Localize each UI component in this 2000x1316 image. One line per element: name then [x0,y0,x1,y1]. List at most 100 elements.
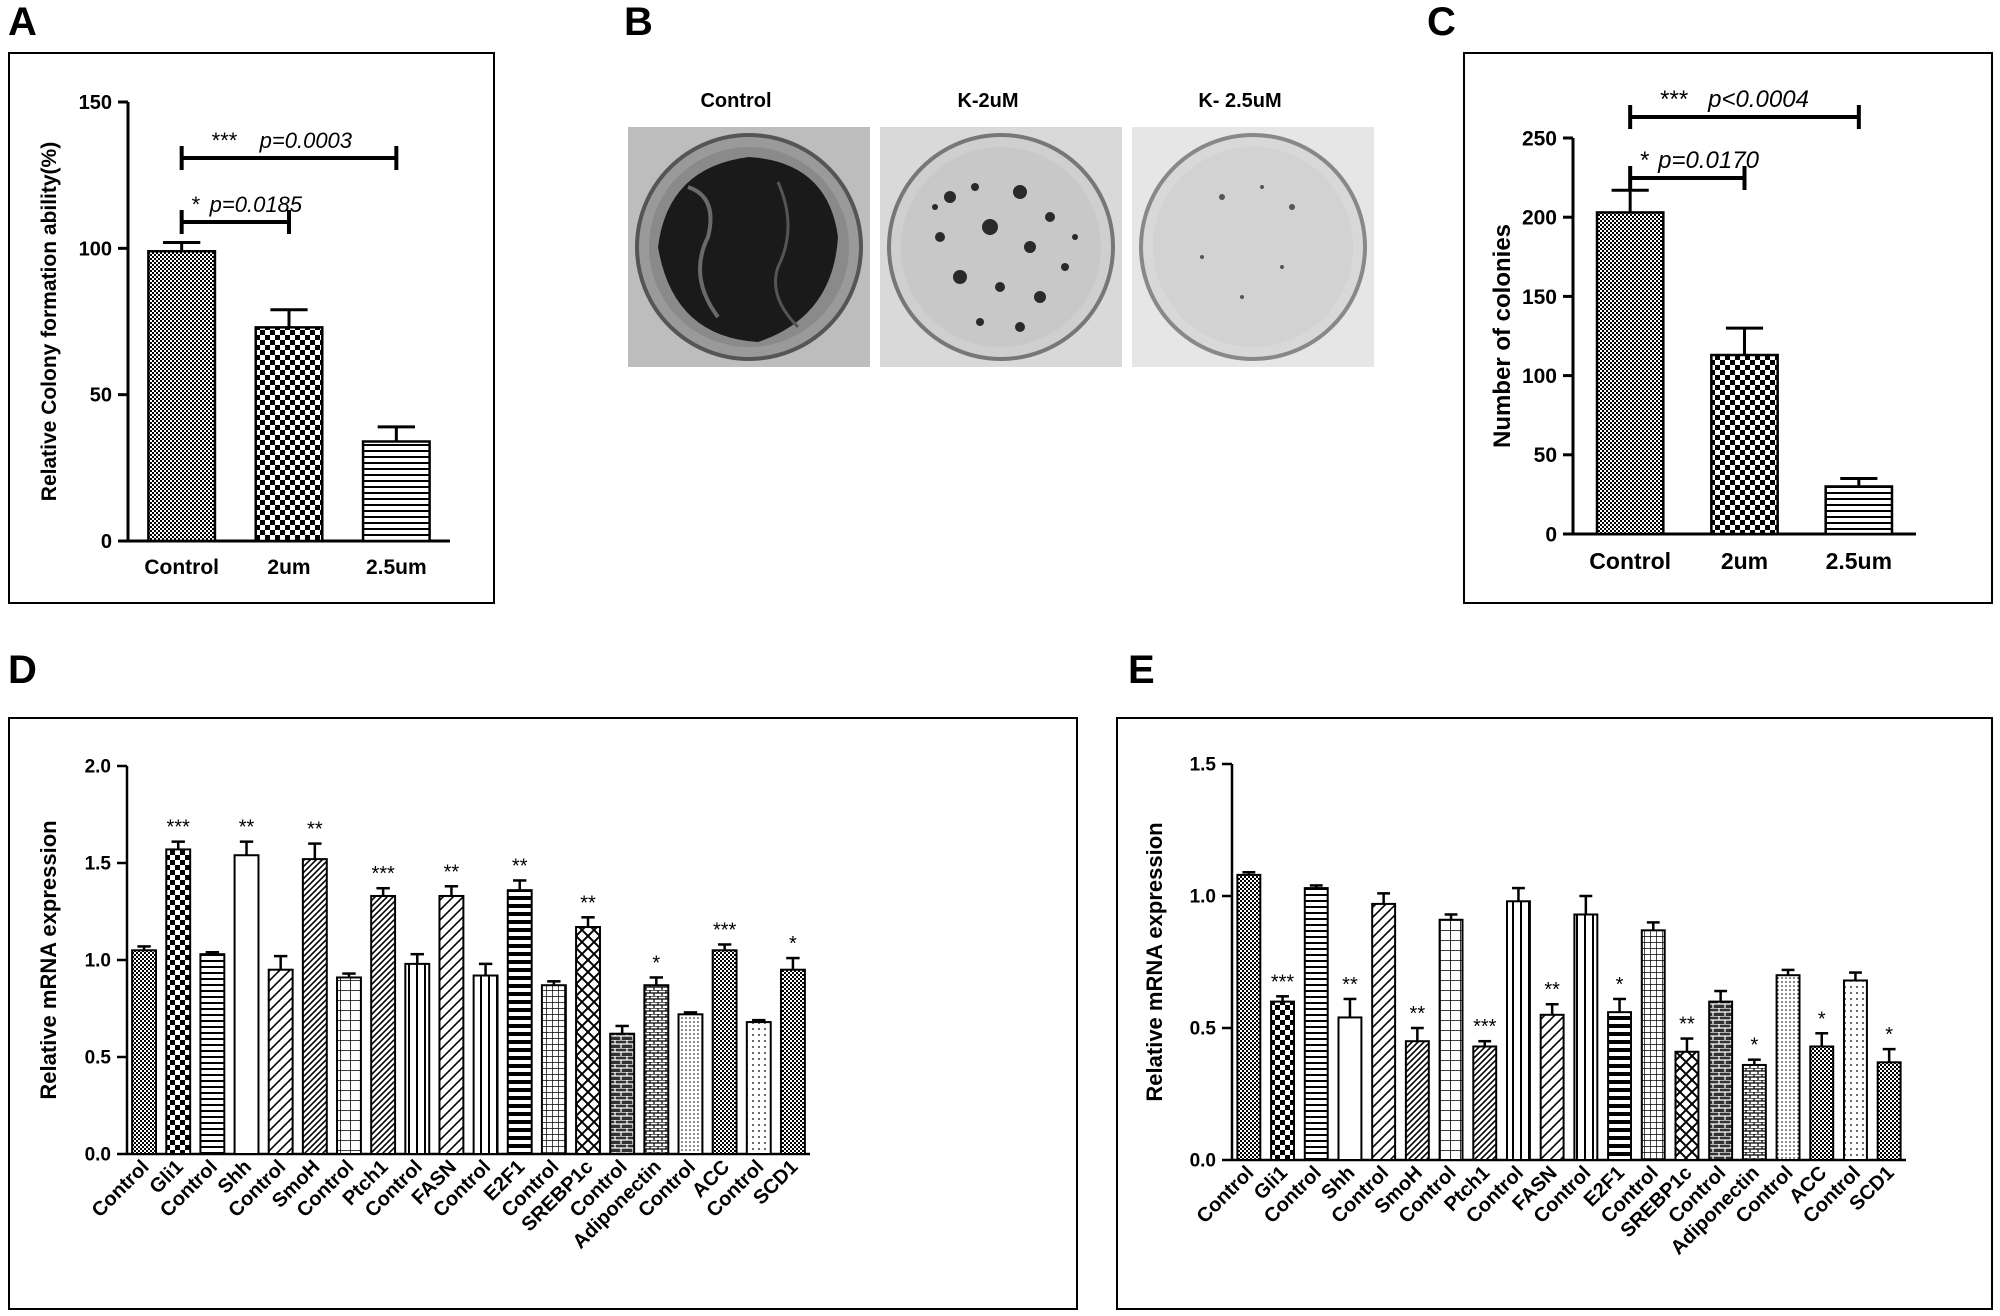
bar [1404,1040,1430,1161]
significance-label: *** [167,817,191,839]
y-tick-label: 0 [1545,523,1557,546]
comparison-p-value: p=0.0185 [209,192,303,217]
significance-label: ** [1410,1003,1426,1025]
panel-letter-b: B [624,0,653,44]
x-tick-label: 2um [1721,548,1768,574]
significance-label: ** [1679,1014,1695,1036]
bar [1371,902,1397,1161]
bar [1236,873,1262,1161]
panel-letter-d: D [8,648,37,692]
y-tick-label: 1.0 [85,951,111,972]
comparison-stars: * [1640,147,1649,174]
bar [1809,1045,1835,1161]
bar [1438,918,1464,1162]
bar [575,926,601,1156]
y-tick-label: 250 [1522,127,1557,150]
x-tick-label: 2um [267,556,310,579]
bar [609,1032,636,1155]
y-axis-label: Relative Colony formation ability(%) [38,142,61,501]
bar [1876,1061,1902,1161]
significance-label: ** [1342,974,1358,996]
significance-label: ** [580,892,596,914]
bar [1741,1063,1767,1161]
bar [438,894,465,1155]
bar [254,326,324,543]
bar [267,968,294,1156]
significance-label: * [1616,974,1624,996]
y-tick-label: 0.0 [85,1145,111,1166]
plate-photo-k-2-5um [1132,127,1374,367]
x-tick-label: Control [144,556,219,579]
bar [1539,1013,1565,1161]
bar [1640,929,1666,1161]
bar [1842,979,1868,1161]
y-tick-label: 100 [79,238,112,260]
significance-label: ** [512,855,528,877]
bar [643,984,670,1155]
y-tick-label: 50 [90,385,112,407]
panel-letter-a: A [8,0,37,44]
bar [165,848,192,1155]
y-tick-label: 1.5 [85,854,112,875]
x-tick-label: 2.5um [366,556,427,579]
y-tick-label: 1.0 [1190,887,1216,908]
x-tick-label: Control [1589,548,1671,574]
y-tick-label: 0.0 [1190,1151,1216,1172]
bar [336,976,362,1156]
x-tick-label: Control [1193,1162,1259,1228]
comparison-p-value: p=0.0003 [259,128,353,153]
photo-label-k-2-5um: K- 2.5uM [1198,90,1282,112]
bar [370,894,397,1155]
comparison-p-value: p=0.0170 [1657,147,1759,174]
significance-label: *** [1271,971,1295,993]
significance-label: * [1818,1008,1826,1030]
significance-label: *** [1473,1016,1497,1038]
plot-area: 0.0 0.5 1.0 1.5 Relative mRNA expression Cont… [1142,755,1906,1259]
y-axis-label: Relative mRNA expression [1142,822,1167,1101]
bar [1775,974,1801,1162]
y-tick-label: 2.0 [85,757,111,778]
panel-letter-e: E [1128,648,1155,692]
y-axis-label: Number of colonies [1489,224,1516,448]
bar [540,984,567,1155]
y-tick-label: 1.5 [1190,755,1217,776]
y-tick-label: 150 [79,92,112,114]
comparison-p-value: p<0.0004 [1707,86,1809,113]
y-tick-label: 100 [1522,365,1557,388]
bar [745,1021,772,1156]
bar [1505,900,1531,1162]
y-tick-label: 0.5 [85,1048,112,1069]
bar [779,968,806,1156]
bar [301,858,328,1155]
x-tick-label: 2.5um [1826,548,1892,574]
bar [1303,887,1329,1162]
bar [1607,1011,1633,1161]
bar [472,974,499,1156]
bar [711,949,738,1155]
panel-letter-c: C [1427,0,1456,44]
significance-label: * [789,933,797,955]
bar [131,949,158,1155]
bar [1472,1045,1498,1161]
significance-label: ** [444,861,460,883]
plot-area: 0 50 100 150 200 250 Number of colonies Control… [1489,86,1916,574]
photo-label-control: Control [700,90,772,112]
plate-photo-control [628,127,870,367]
bar [1270,1000,1296,1161]
bar [1674,1050,1700,1162]
significance-label: * [652,952,660,974]
bar [506,889,533,1155]
significance-label: ** [239,817,255,839]
bar [677,1013,704,1155]
y-tick-label: 50 [1534,444,1557,467]
bar [404,962,431,1155]
bar [1710,353,1779,536]
significance-label: *** [713,919,737,941]
photo-label-k-2um: K-2uM [957,90,1019,112]
plate-photo-k-2um [880,127,1122,367]
y-tick-label: 150 [1522,286,1557,309]
bar [1337,1016,1363,1161]
